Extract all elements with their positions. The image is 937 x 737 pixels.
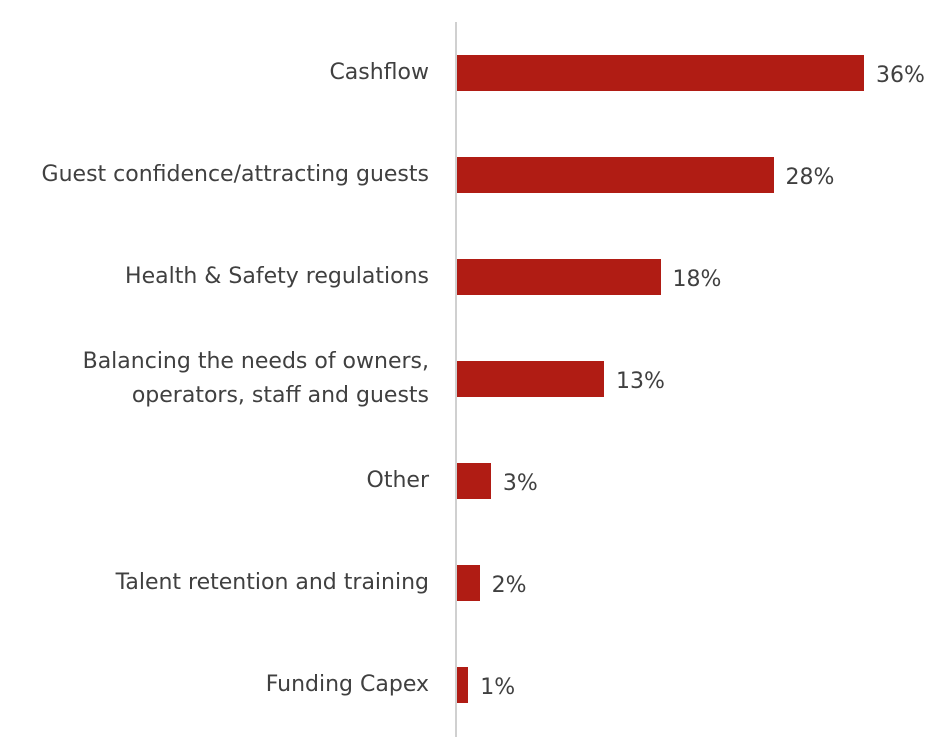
category-label: Guest confidence/attracting guests: [42, 158, 429, 192]
category-label-line: Talent retention and training: [115, 570, 429, 595]
category-label: Funding Capex: [266, 668, 429, 702]
bar: [457, 157, 774, 193]
category-label-line: Guest confidence/attracting guests: [41, 162, 429, 187]
bar: [457, 667, 469, 703]
category-label: Balancing the needs of owners, operators,…: [83, 345, 429, 413]
category-label: Health & Safety regulations: [125, 260, 429, 294]
data-label: 3%: [502, 471, 538, 496]
data-label: 28%: [785, 165, 835, 190]
bar: [457, 565, 480, 601]
category-label: Other: [367, 464, 429, 498]
data-label: 18%: [672, 267, 722, 292]
data-label: 13%: [615, 369, 665, 394]
category-axis-line: [455, 22, 457, 737]
category-label-line: operators, staff and guests: [131, 383, 429, 408]
data-label: 2%: [491, 573, 527, 598]
data-label: 36%: [876, 63, 925, 88]
bar: [457, 361, 604, 397]
category-label: Talent retention and training: [116, 566, 429, 600]
category-label-line: Balancing the needs of owners,: [82, 349, 429, 374]
data-label: 1%: [480, 675, 516, 700]
bar: [457, 55, 864, 91]
bar: [457, 463, 491, 499]
category-label-line: Cashflow: [329, 60, 429, 85]
category-label-line: Health & Safety regulations: [125, 264, 429, 289]
bar: [457, 259, 661, 295]
category-label: Cashflow: [329, 56, 429, 90]
category-label-line: Other: [366, 468, 429, 493]
category-label-line: Funding Capex: [265, 672, 429, 697]
